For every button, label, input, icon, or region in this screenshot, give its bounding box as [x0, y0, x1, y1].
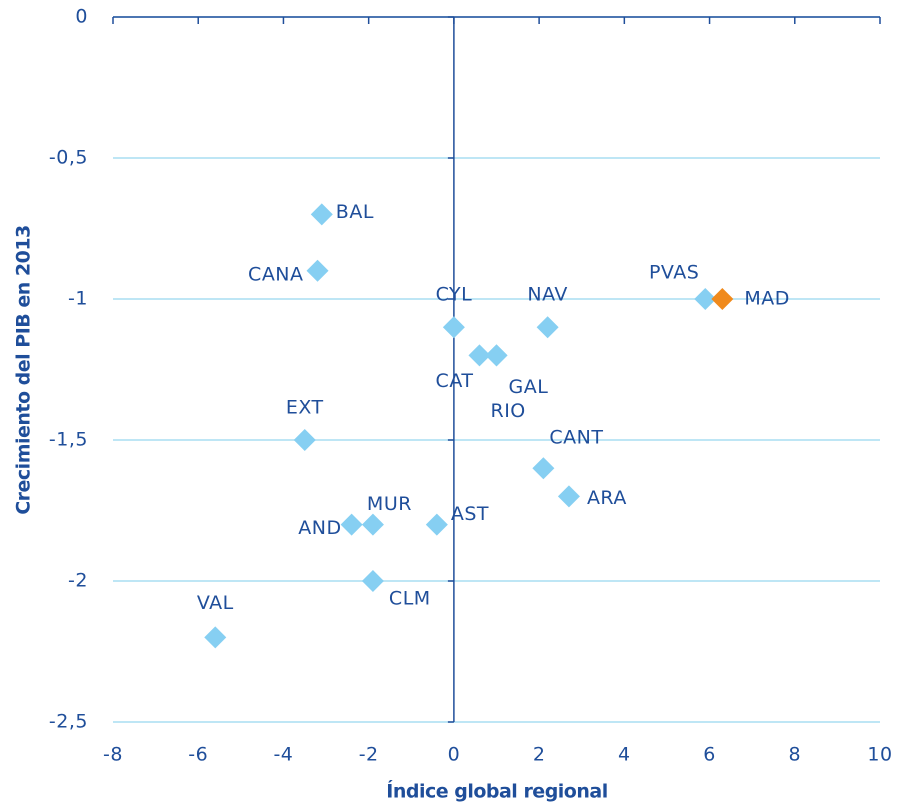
point-label: NAV	[527, 284, 568, 306]
point	[361, 570, 384, 592]
y-tick-label: -1	[68, 288, 88, 310]
y-tick-label: -0,5	[49, 147, 88, 169]
x-tick-label: -6	[188, 744, 208, 766]
point	[468, 344, 491, 367]
x-axis-title: Índice global regional	[386, 780, 607, 803]
x-tick-label: -8	[103, 744, 123, 766]
x-tick-label: 4	[618, 744, 631, 766]
point	[442, 316, 465, 339]
y-tick-label: -1,5	[49, 429, 88, 451]
point-label: CLM	[389, 588, 431, 610]
point-label: EXT	[286, 397, 324, 419]
point	[536, 316, 559, 339]
point-label: CANA	[248, 263, 303, 285]
point-label: AST	[451, 503, 489, 525]
point	[204, 626, 227, 649]
point-label: VAL	[197, 592, 234, 614]
point-label: MUR	[367, 493, 412, 515]
point	[293, 429, 316, 451]
point-label: CANT	[549, 427, 603, 449]
point-label: ARA	[587, 487, 627, 509]
point	[310, 203, 333, 226]
x-tick-label: -2	[359, 744, 379, 766]
y-tick-label: 0	[75, 6, 88, 28]
x-tick-label: 8	[788, 744, 801, 766]
point	[532, 457, 555, 480]
point-label: AND	[298, 517, 341, 539]
point	[694, 288, 717, 310]
x-tick-label: 10	[867, 744, 892, 766]
y-tick-label: -2,5	[49, 711, 88, 733]
point-label: CYL	[436, 284, 473, 306]
point	[425, 513, 448, 536]
point	[361, 513, 384, 536]
point	[557, 485, 580, 508]
point-label: PVAS	[649, 262, 699, 284]
point	[340, 513, 363, 536]
point-label: MAD	[744, 288, 790, 310]
y-tick-label: -2	[68, 570, 88, 592]
point-label: BAL	[336, 201, 374, 223]
y-axis-title: Crecimiento del PIB en 2013	[13, 225, 35, 515]
point-label: CAT	[436, 370, 474, 392]
point	[306, 259, 329, 282]
point	[711, 288, 734, 310]
x-tick-label: -4	[273, 744, 293, 766]
point-label: GAL	[509, 376, 549, 398]
x-tick-label: 6	[703, 744, 716, 766]
point-label: RIO	[491, 400, 526, 422]
x-tick-label: 2	[533, 744, 546, 766]
point	[485, 344, 508, 367]
x-tick-label: 0	[448, 744, 461, 766]
